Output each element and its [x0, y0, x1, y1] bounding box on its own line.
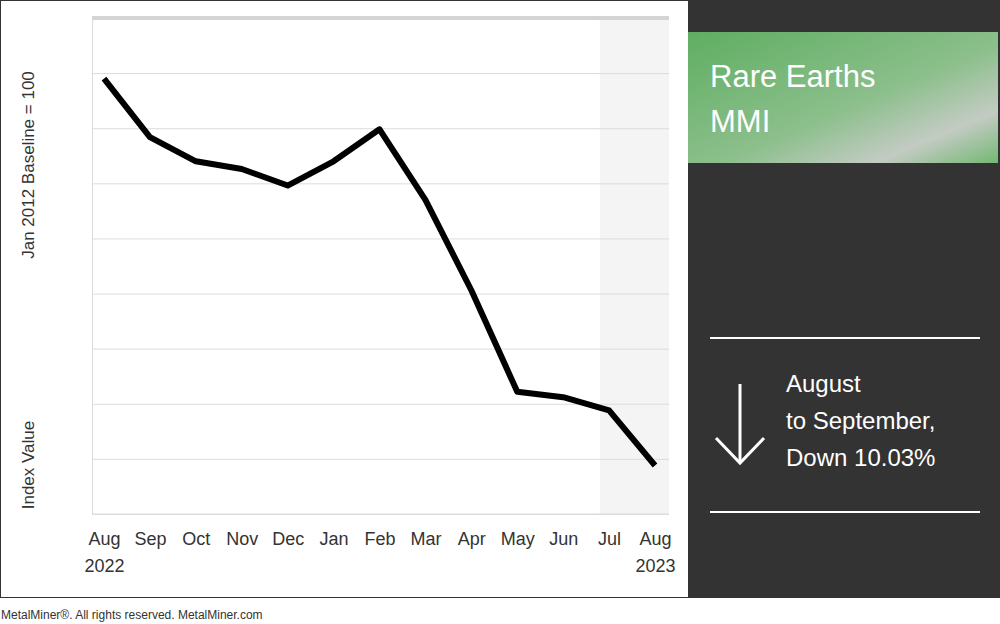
x-tick-label: Oct	[182, 529, 210, 549]
y-axis-title: Index Value	[19, 421, 38, 510]
chart-frame	[1, 1, 689, 598]
footer: MetalMiner®. All rights reserved. MetalM…	[1, 608, 263, 622]
x-tick-label: Jan	[320, 529, 349, 549]
x-tick-label: Feb	[364, 529, 395, 549]
x-tick: May	[501, 514, 535, 549]
arrow-head	[716, 438, 764, 463]
grid-line	[92, 18, 669, 19]
grid-line	[92, 294, 669, 295]
y-tick	[92, 73, 669, 74]
y-tick	[92, 183, 669, 184]
x-tick: Jun	[549, 514, 578, 549]
x-tick: Dec	[272, 514, 304, 549]
x-tick-label: Mar	[410, 529, 441, 549]
plot-area	[104, 79, 655, 466]
x-tick: Mar	[410, 514, 441, 549]
y-tick	[92, 349, 669, 350]
grid-line	[92, 238, 669, 239]
data-line	[104, 79, 655, 466]
x-tick: Feb	[364, 514, 395, 549]
y-tick	[92, 514, 669, 515]
y-tick	[92, 238, 669, 239]
y-tick	[92, 294, 669, 295]
background	[0, 0, 1000, 624]
grid-line	[92, 349, 669, 350]
x-tick-label: Sep	[134, 529, 166, 549]
x-tick-label: Aug2023	[635, 529, 675, 576]
arrow-shaft	[739, 384, 742, 462]
title-box	[688, 32, 998, 163]
y-axis-line	[93, 19, 670, 515]
down-arrow	[716, 384, 764, 463]
y-tick	[92, 459, 669, 460]
annotation: to September,	[786, 407, 935, 434]
grid-line	[92, 459, 669, 460]
x-tick-label: Jul	[598, 529, 621, 549]
baseline-label: Jan 2012 Baseline = 100	[19, 71, 38, 259]
y-axis	[92, 19, 669, 515]
x-tick-label: Dec	[272, 529, 304, 549]
x-tick: Oct	[182, 514, 210, 549]
x-tick-label: Aug2022	[84, 529, 124, 576]
divider	[710, 337, 980, 339]
x-tick: Apr	[458, 514, 486, 549]
title: Rare EarthsMMI	[710, 59, 875, 139]
divider	[710, 511, 980, 513]
x-tick: Sep	[134, 514, 166, 549]
x-tick: Jul	[598, 514, 621, 549]
x-tick: Aug2023	[635, 514, 675, 576]
y-tick	[92, 18, 669, 19]
grid-line	[92, 73, 669, 74]
x-tick-label: Nov	[226, 529, 258, 549]
side-panel	[688, 0, 1000, 598]
x-tick: Jan	[320, 514, 349, 549]
x-tick-label: Apr	[458, 529, 486, 549]
chart: Aug2022 Sep Oct Nov Dec Jan Feb Mar Apr May Jun Jul…	[0, 0, 1000, 624]
top-frame	[92, 16, 669, 20]
x-axis: Aug2022 Sep Oct Nov Dec Jan Feb Mar Apr May Jun Jul…	[84, 514, 675, 576]
x-tick-label: Jun	[549, 529, 578, 549]
grid-line	[92, 183, 669, 184]
x-tick-label: May	[501, 529, 535, 549]
x-tick: Aug2022	[84, 514, 124, 576]
annotation: Down 10.03%	[786, 444, 935, 471]
x-axis-line	[92, 514, 669, 515]
grid-line	[92, 514, 669, 515]
annotation: August	[786, 370, 861, 397]
x-tick: Nov	[226, 514, 258, 549]
